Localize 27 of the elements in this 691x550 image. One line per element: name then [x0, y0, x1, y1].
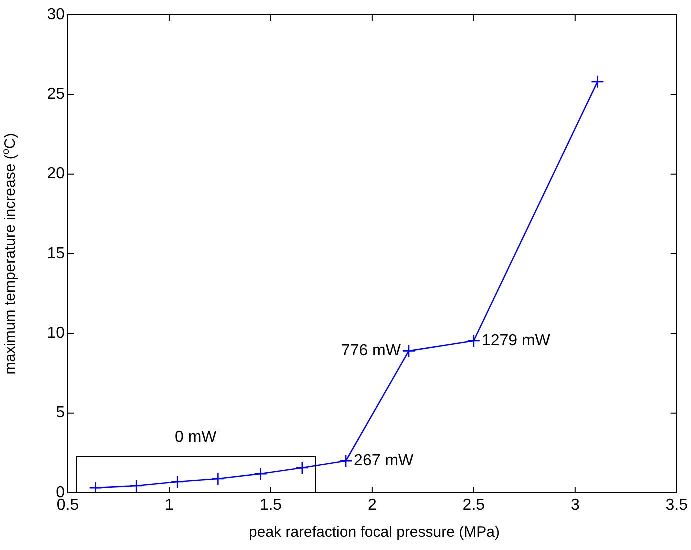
- y-tick-label: 15: [47, 245, 66, 262]
- point: [339, 454, 353, 468]
- annotation: 267 mW: [354, 452, 415, 470]
- y-tick-label: 20: [47, 166, 66, 183]
- annotation: 0 mW: [174, 428, 218, 446]
- y-tick-label: 25: [47, 86, 66, 104]
- x-tick-label: 3: [570, 497, 580, 514]
- point: [591, 75, 604, 89]
- point: [130, 479, 144, 493]
- point: [89, 481, 102, 493]
- point: [254, 467, 268, 481]
- x-tick-label: 2: [368, 497, 377, 514]
- y-tick-label: 10: [47, 325, 66, 342]
- point: [296, 461, 310, 475]
- y-tick-label: 5: [56, 404, 66, 422]
- annotation: 776 mW: [341, 342, 402, 360]
- x-tick-label: 2.5: [462, 497, 486, 514]
- x-axis-title: peak rarefaction focal pressure (MPa): [248, 524, 501, 541]
- x-tick-label: 3.5: [666, 497, 688, 514]
- point: [402, 344, 416, 358]
- point: [467, 334, 481, 348]
- x-tick-label: 1: [165, 497, 174, 514]
- x-tick-label: 1.5: [260, 497, 282, 514]
- y-tick-label: 30: [47, 6, 66, 24]
- annotation: 1279 mW: [482, 332, 552, 350]
- point: [170, 475, 184, 489]
- point: [212, 472, 225, 486]
